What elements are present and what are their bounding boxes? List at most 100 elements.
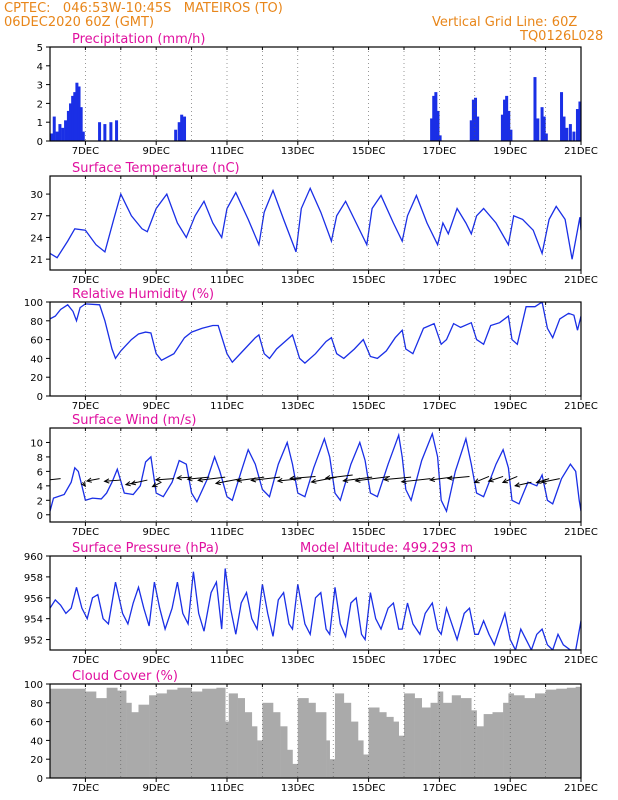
panel-3 xyxy=(46,301,582,400)
x-tick-label: 21DEC xyxy=(564,783,598,794)
panel-1-data xyxy=(50,77,581,141)
panel-6 xyxy=(46,683,582,782)
panel-title: Precipitation (mm/h) xyxy=(72,32,205,47)
precip-bar xyxy=(505,95,509,141)
precip-bar xyxy=(509,129,513,141)
cloud-bar xyxy=(308,702,316,778)
cloud-bar xyxy=(357,740,364,778)
header-grid-line: Vertical Grid Line: 60Z xyxy=(432,15,578,30)
cloud-bar xyxy=(556,688,568,778)
cloud-bar xyxy=(524,698,536,778)
panel-frame xyxy=(49,555,582,651)
cloud-bar xyxy=(575,686,581,778)
cloud-bar xyxy=(566,687,576,778)
wind-vector xyxy=(446,475,470,481)
wind-vector xyxy=(214,478,242,486)
y-tick-label: 60 xyxy=(30,718,43,729)
precip-bar xyxy=(572,131,576,141)
wind-vector xyxy=(501,475,518,484)
x-tick-label: 15DEC xyxy=(352,275,386,286)
y-tick-label: 960 xyxy=(24,552,43,563)
x-tick-label: 9DEC xyxy=(143,783,170,794)
panel-frame xyxy=(49,46,582,142)
panel-frame xyxy=(49,683,582,779)
panel-frame xyxy=(49,427,582,523)
panel-4-data xyxy=(50,431,581,514)
cloud-bar xyxy=(237,698,245,778)
panel-frame xyxy=(49,175,582,271)
x-tick-label: 11DEC xyxy=(210,655,244,666)
precip-bar xyxy=(533,77,537,141)
x-tick-label: 11DEC xyxy=(210,527,244,538)
panel-1 xyxy=(46,46,582,145)
x-tick-label: 11DEC xyxy=(210,401,244,412)
header-datetime: 06DEC2020 60Z (GMT) xyxy=(4,15,155,30)
x-tick-label: 13DEC xyxy=(281,783,315,794)
wind-vector xyxy=(50,478,61,481)
cloud-bar xyxy=(343,702,352,778)
panel-title: Surface Temperature (nC) xyxy=(72,161,240,176)
cloud-bar xyxy=(503,702,509,778)
precip-bar xyxy=(536,118,540,141)
wind-vector xyxy=(429,476,452,482)
cloud-bar xyxy=(430,702,438,778)
x-tick-label: 19DEC xyxy=(493,655,527,666)
header-station: CPTEC: 046:53W-10:45S MATEIROS (TO) xyxy=(4,1,283,16)
x-tick-label: 15DEC xyxy=(352,527,386,538)
header-model-id: TQ0126L028 xyxy=(520,29,604,44)
x-tick-label: 11DEC xyxy=(210,146,244,157)
wind-vector xyxy=(154,476,174,483)
cloud-bar xyxy=(386,716,394,778)
cloud-bar xyxy=(262,702,274,778)
cloud-bar xyxy=(326,740,330,778)
x-tick-label: 21DEC xyxy=(564,146,598,157)
cloud-bar xyxy=(106,687,118,778)
precip-bar xyxy=(568,124,572,141)
cloud-bar xyxy=(460,698,472,778)
wind-vector xyxy=(103,478,121,484)
precip-bar xyxy=(471,99,475,141)
precip-bar xyxy=(436,110,440,141)
x-tick-label: 7DEC xyxy=(72,655,99,666)
y-tick-label: 2 xyxy=(37,99,43,110)
cloud-bar xyxy=(138,704,150,778)
precip-bar xyxy=(79,107,83,141)
precip-bar xyxy=(469,120,473,141)
x-tick-label: 21DEC xyxy=(564,527,598,538)
precip-bar xyxy=(434,92,438,141)
precip-bar xyxy=(177,122,181,141)
series-line xyxy=(50,568,581,650)
cloud-bar xyxy=(442,702,453,778)
x-tick-label: 9DEC xyxy=(143,527,170,538)
panel-2-data xyxy=(50,186,581,260)
x-tick-label: 15DEC xyxy=(352,401,386,412)
wind-vector xyxy=(400,478,431,484)
cloud-bar xyxy=(216,687,226,778)
x-tick-label: 13DEC xyxy=(281,146,315,157)
series-line xyxy=(50,186,581,260)
x-tick-label: 13DEC xyxy=(281,655,315,666)
y-tick-label: 0 xyxy=(37,392,43,403)
y-tick-label: 8 xyxy=(37,453,43,464)
y-tick-label: 958 xyxy=(24,573,43,584)
cloud-bar xyxy=(368,707,380,778)
series-line xyxy=(50,302,581,364)
y-tick-label: 21 xyxy=(30,255,43,266)
cloud-bar xyxy=(508,693,515,778)
wind-vector xyxy=(540,478,560,484)
wind-vector xyxy=(176,475,192,481)
wind-vector xyxy=(130,479,148,486)
panel-3-data xyxy=(50,302,581,364)
x-tick-label: 17DEC xyxy=(423,146,457,157)
precip-bar xyxy=(507,110,511,141)
cloud-bar xyxy=(126,702,132,778)
cloud-bar xyxy=(202,688,217,778)
panel-title: Relative Humidity (%) xyxy=(72,287,214,302)
cloud-bar xyxy=(67,688,86,778)
x-tick-label: 17DEC xyxy=(423,655,457,666)
x-tick-label: 7DEC xyxy=(72,527,99,538)
cloud-bar xyxy=(350,721,359,778)
precip-bar xyxy=(474,97,478,141)
wind-vector xyxy=(151,481,162,488)
series-line xyxy=(50,431,581,514)
